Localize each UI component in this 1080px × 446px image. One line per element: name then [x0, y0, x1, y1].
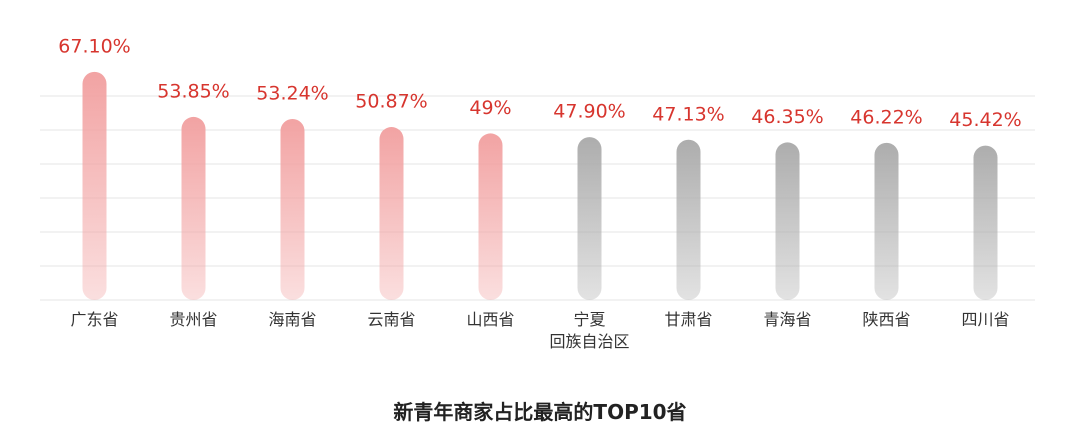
value-label: 53.24%	[256, 82, 328, 104]
x-tick-label: 海南省	[268, 310, 317, 329]
bar	[280, 118, 305, 300]
bar	[82, 71, 107, 300]
value-label: 50.87%	[355, 91, 427, 113]
chart-title: 新青年商家占比最高的TOP10省	[393, 400, 687, 424]
value-label: 53.85%	[157, 80, 229, 102]
bar	[577, 137, 602, 300]
bar	[676, 139, 701, 300]
x-tick-label: 四川省	[961, 310, 1010, 329]
x-tick-label: 山西省	[466, 310, 515, 329]
x-tick-label: 云南省	[367, 310, 416, 329]
x-tick-label: 甘肃省	[664, 310, 713, 329]
bar	[775, 142, 800, 300]
bar	[874, 142, 899, 300]
value-label: 46.35%	[751, 106, 823, 128]
value-label: 47.13%	[652, 103, 724, 125]
value-label: 47.90%	[553, 101, 625, 123]
bar	[973, 145, 998, 300]
value-label: 49%	[469, 97, 511, 119]
x-tick-label: 广东省	[70, 310, 119, 329]
x-tick-label: 宁夏 回族自治区	[549, 310, 630, 351]
x-tick-label: 陕西省	[862, 310, 911, 329]
value-label: 67.10%	[58, 35, 130, 57]
bar	[181, 116, 206, 300]
x-tick-label: 贵州省	[169, 310, 218, 329]
bar	[478, 133, 503, 300]
value-label: 46.22%	[850, 106, 922, 128]
value-label: 45.42%	[949, 109, 1021, 131]
bar	[379, 127, 404, 301]
x-tick-label: 青海省	[763, 310, 812, 329]
